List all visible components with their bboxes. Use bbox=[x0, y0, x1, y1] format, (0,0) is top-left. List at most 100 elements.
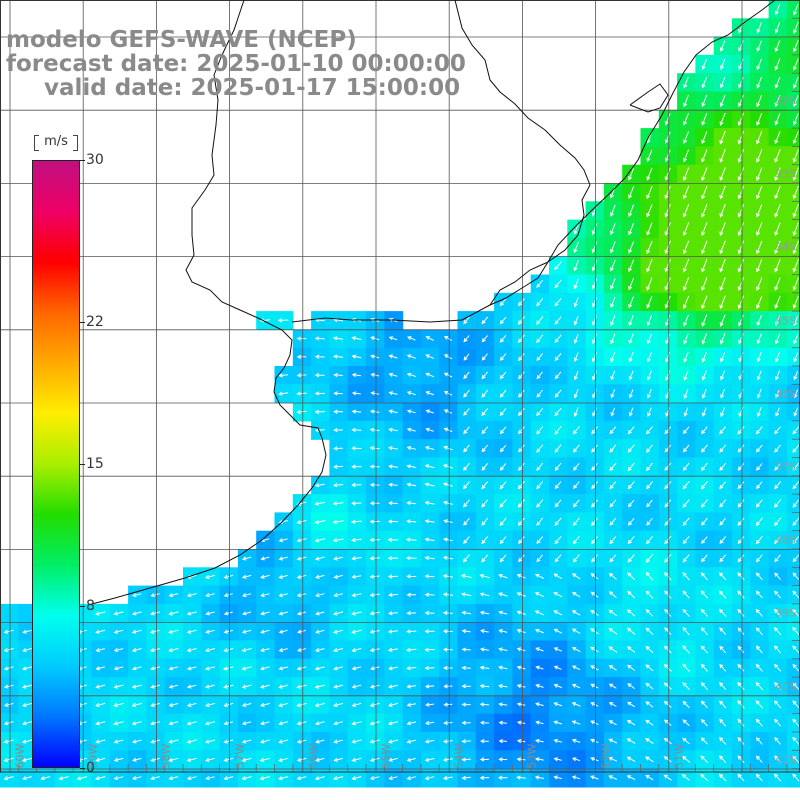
wind-arrow bbox=[755, 554, 763, 563]
wind-arrow bbox=[205, 574, 216, 579]
wind-arrow bbox=[3, 629, 14, 634]
wind-arrow bbox=[719, 222, 726, 236]
wind-cell bbox=[786, 201, 800, 221]
wind-arrow bbox=[516, 610, 526, 615]
wind-arrow bbox=[738, 77, 744, 89]
wind-arrow bbox=[442, 555, 453, 560]
wind-arrow bbox=[499, 536, 507, 545]
wind-arrow bbox=[278, 391, 289, 396]
wind-arrow bbox=[296, 666, 307, 671]
wind-arrow bbox=[369, 574, 380, 579]
wind-arrow bbox=[701, 95, 708, 108]
wind-arrow bbox=[664, 240, 671, 255]
wind-arrow bbox=[369, 519, 380, 524]
wind-arrow bbox=[425, 372, 435, 378]
wind-arrow bbox=[480, 739, 489, 744]
wind-arrow bbox=[591, 278, 598, 290]
wind-arrow bbox=[554, 407, 562, 417]
wind-arrow bbox=[554, 279, 562, 289]
coastline-segment bbox=[454, 0, 591, 263]
wind-arrow bbox=[608, 609, 618, 617]
wind-arrow bbox=[645, 756, 654, 763]
wind-arrow bbox=[573, 297, 579, 308]
wind-arrow bbox=[424, 610, 435, 616]
wind-arrow bbox=[774, 22, 781, 34]
wind-arrow bbox=[737, 718, 745, 727]
wind-arrow bbox=[628, 277, 635, 291]
wind-arrow bbox=[571, 628, 581, 634]
wind-arrow bbox=[792, 517, 800, 526]
wind-arrow bbox=[682, 185, 690, 200]
wind-arrow bbox=[315, 757, 325, 762]
wind-arrow bbox=[463, 316, 470, 325]
wind-arrow bbox=[663, 737, 672, 745]
wind-arrow bbox=[792, 718, 800, 727]
wind-arrow bbox=[442, 592, 453, 597]
wind-arrow bbox=[296, 702, 307, 708]
wind-arrow bbox=[682, 240, 690, 255]
wind-arrow bbox=[793, 333, 799, 345]
wind-arrow bbox=[756, 58, 763, 71]
wind-arrow bbox=[425, 702, 435, 707]
wind-arrow bbox=[793, 3, 799, 16]
wind-arrow bbox=[774, 315, 781, 327]
wind-arrow bbox=[498, 592, 508, 597]
wind-arrow bbox=[3, 739, 14, 744]
wind-arrow bbox=[333, 574, 343, 579]
wind-arrow bbox=[518, 407, 525, 417]
wind-arrow bbox=[479, 757, 490, 762]
wind-arrow bbox=[536, 389, 543, 398]
wind-arrow bbox=[369, 592, 380, 598]
wind-arrow bbox=[627, 609, 636, 617]
wind-arrow bbox=[463, 371, 470, 380]
wind-arrow bbox=[278, 757, 289, 762]
wind-arrow bbox=[424, 482, 435, 487]
wind-arrow bbox=[369, 409, 380, 414]
wind-arrow bbox=[793, 389, 799, 399]
wind-arrow bbox=[591, 444, 598, 453]
wind-arrow bbox=[278, 574, 289, 579]
wind-arrow bbox=[76, 776, 88, 781]
wind-arrow bbox=[590, 628, 599, 635]
wind-cell bbox=[786, 109, 800, 129]
wind-arrow bbox=[442, 629, 453, 634]
wind-arrow bbox=[663, 645, 672, 654]
wind-arrow bbox=[626, 738, 636, 744]
wind-arrow bbox=[223, 629, 234, 634]
wind-arrow bbox=[774, 700, 782, 709]
wind-arrow bbox=[553, 720, 563, 725]
wind-arrow bbox=[756, 94, 763, 108]
wind-arrow bbox=[774, 645, 782, 654]
wind-arrow bbox=[168, 611, 179, 616]
wind-arrow bbox=[683, 333, 689, 345]
wind-arrow bbox=[553, 775, 563, 780]
wind-arrow bbox=[425, 427, 434, 432]
wind-arrow bbox=[113, 776, 124, 781]
wind-arrow bbox=[554, 462, 562, 471]
wind-cell bbox=[786, 91, 800, 111]
wind-arrow bbox=[792, 572, 800, 581]
wind-arrow bbox=[720, 352, 726, 363]
wind-arrow bbox=[700, 645, 708, 654]
latitude-label: 40S bbox=[775, 680, 796, 694]
wind-arrow bbox=[756, 295, 763, 310]
wind-arrow bbox=[223, 574, 234, 579]
wind-arrow bbox=[3, 684, 14, 689]
wind-arrow bbox=[296, 776, 307, 781]
wind-arrow bbox=[516, 628, 526, 634]
wind-arrow bbox=[479, 702, 490, 707]
wind-arrow bbox=[388, 757, 398, 762]
wind-arrow bbox=[626, 720, 636, 726]
wind-arrow bbox=[701, 58, 707, 70]
wind-arrow bbox=[682, 645, 690, 654]
wind-arrow bbox=[406, 464, 417, 469]
wind-arrow bbox=[424, 776, 435, 781]
longitude-label: 53W bbox=[525, 743, 539, 769]
wind-arrow bbox=[296, 629, 307, 634]
wind-arrow bbox=[792, 258, 799, 273]
wind-arrow bbox=[756, 130, 763, 145]
wind-arrow bbox=[260, 648, 270, 653]
wind-arrow bbox=[278, 739, 289, 744]
wind-arrow bbox=[737, 277, 745, 291]
wind-arrow bbox=[260, 721, 270, 726]
